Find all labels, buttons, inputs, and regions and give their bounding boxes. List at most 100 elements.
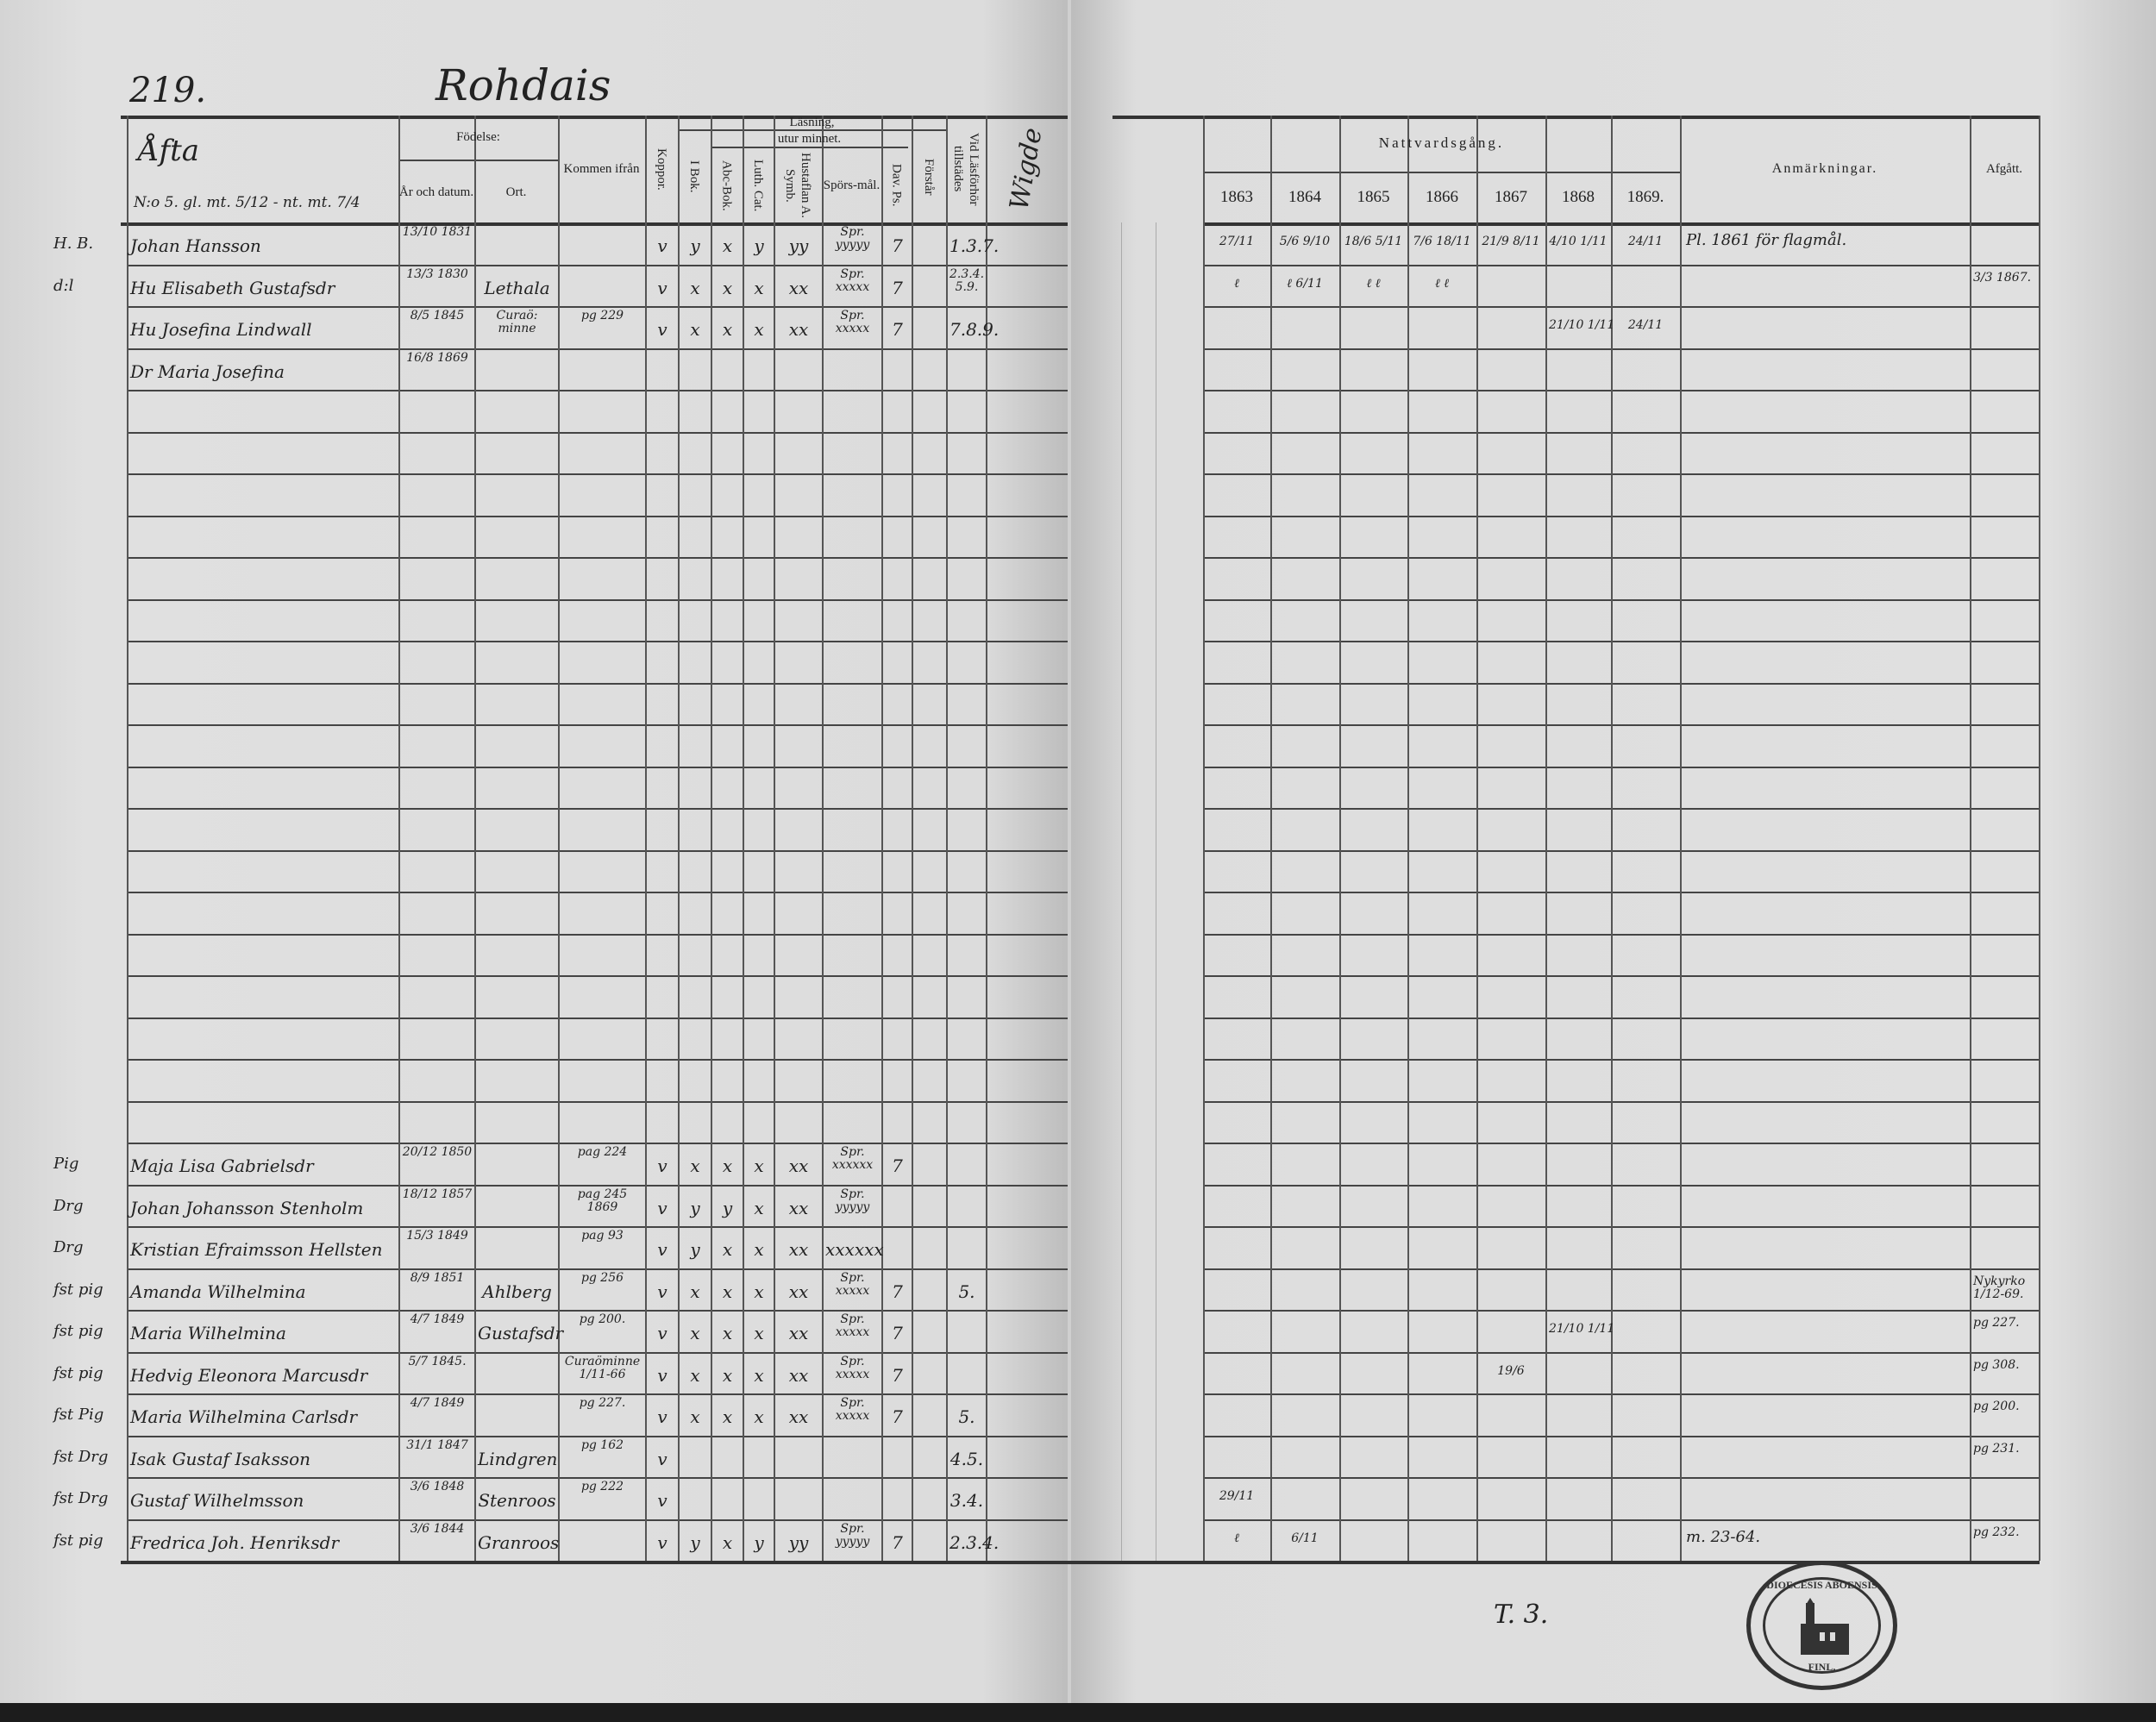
communion-cell: 4/10 1/11 <box>1549 235 1608 248</box>
ar-datum-header: År och datum. <box>398 185 474 199</box>
afgatt-cell: pg 231. <box>1973 1441 2020 1456</box>
name-cell: Kristian Efraimsson Hellsten <box>130 1239 383 1260</box>
from-cell: pag 93 <box>581 1229 624 1243</box>
i-bok-cell: y <box>690 1239 700 1260</box>
i-bok-cell: x <box>690 319 700 340</box>
lasning-header: Läsning, <box>789 116 835 129</box>
luth-header-label: Luth. Cat. <box>751 159 765 212</box>
row-rule <box>127 473 1068 475</box>
luth-cell: x <box>754 319 764 340</box>
name-cell: Fredrica Joh. Henriksdr <box>130 1531 340 1553</box>
hust-cell: xx <box>788 277 809 298</box>
row-rule <box>1203 1100 2040 1103</box>
row-rule <box>127 1017 1068 1019</box>
row-margin-note: fst Drg <box>53 1489 109 1507</box>
row-rule <box>127 766 1068 768</box>
row-rule <box>1203 1017 2040 1019</box>
koppor-cell: v <box>657 319 667 340</box>
name-cell: Hu Elisabeth Gustafsdr <box>130 277 335 298</box>
birth-date-cell: 8/9 1851 <box>410 1270 465 1285</box>
vid-header-label: Vid Läsförhör tillstädes <box>951 132 981 206</box>
dav-cell: 7 <box>892 1323 903 1343</box>
forstar-header-label: Förstår <box>922 158 936 196</box>
from-cell: pg 200. <box>579 1312 626 1326</box>
fodelse-header: Födelse: <box>456 130 500 144</box>
spors-cell: Spr. xxxxx <box>835 1396 870 1424</box>
communion-cell: 21/10 1/11 <box>1549 1322 1615 1336</box>
luth-cell: x <box>754 1364 764 1386</box>
abc-cell: x <box>722 1323 733 1343</box>
abc-cell: x <box>722 1364 733 1386</box>
i-bok-cell: x <box>690 277 700 298</box>
column-line <box>1545 116 1547 1561</box>
birth-date-cell: 4/7 1849 <box>410 1396 465 1410</box>
remark-cell: Pl. 1861 för flagmål. <box>1686 231 1847 249</box>
row-rule <box>127 1518 1068 1521</box>
row-rule <box>127 1351 1068 1354</box>
spors-header: Spörs-mål. <box>822 148 881 222</box>
i-bok-cell: x <box>690 1323 700 1343</box>
afta-header: Åfta <box>138 133 200 168</box>
parish-title: Rohdais <box>436 60 611 110</box>
row-rule <box>127 975 1068 977</box>
name-cell: Dr Maria Josefina <box>130 360 285 382</box>
column-line <box>774 116 775 1561</box>
column-line <box>1476 116 1478 1561</box>
row-rule <box>1203 1518 2040 1521</box>
row-rule <box>1203 1351 2040 1354</box>
column-line <box>398 116 400 1561</box>
dav-cell: 7 <box>892 1406 903 1427</box>
birth-date-cell: 5/7 1845. <box>408 1354 467 1368</box>
row-rule <box>1203 892 2040 893</box>
dav-cell: 7 <box>892 319 903 340</box>
spors-cell: Spr. xxxxx <box>835 309 870 336</box>
koppor-cell: v <box>657 277 667 298</box>
row-rule <box>1203 431 2040 434</box>
row-rule <box>1203 1435 2040 1437</box>
column-line <box>1270 116 1272 1561</box>
from-cell: pg 227. <box>579 1396 626 1410</box>
abc-cell: x <box>722 319 733 340</box>
communion-cell: 7/6 18/11 <box>1413 235 1471 248</box>
row-rule <box>127 1143 1068 1144</box>
row-margin-note: Drg <box>53 1238 84 1256</box>
communion-cell: 6/11 <box>1291 1531 1319 1545</box>
name-cell: Amanda Wilhelmina <box>130 1281 306 1302</box>
row-rule <box>127 515 1068 517</box>
spors-cell: Spr. yyyyy <box>835 225 870 253</box>
row-rule <box>1203 306 2040 308</box>
from-cell: pg 222 <box>580 1480 624 1493</box>
name-cell: Johan Johansson Stenholm <box>130 1197 364 1218</box>
birth-date-cell: 18/12 1857 <box>402 1187 473 1201</box>
afgatt-header: Afgått. <box>1985 162 2023 176</box>
table-bottom-rule <box>121 1561 2040 1564</box>
hust-cell: xx <box>788 1239 809 1260</box>
column-line <box>912 116 913 1561</box>
column-line <box>645 116 647 1561</box>
birth-place-cell: Lethala <box>484 277 550 298</box>
dav-cell: 7 <box>892 1155 903 1176</box>
koppor-cell: v <box>657 1281 667 1302</box>
row-rule <box>127 933 1068 936</box>
from-cell: pg 162 <box>580 1437 624 1452</box>
row-margin-note: fst pig <box>53 1280 103 1299</box>
row-rule <box>127 264 1068 266</box>
row-rule <box>1203 264 2040 266</box>
year-header: 1868 <box>1562 187 1595 206</box>
communion-cell: ℓ ℓ <box>1366 276 1381 291</box>
forstar-header: Förstår <box>912 131 946 222</box>
from-cell: Curaöminne 1/11-66 <box>564 1354 641 1381</box>
vid-cell: 2.3.4. 5.9. <box>950 266 985 294</box>
row-rule <box>127 1184 1068 1187</box>
vid-cell: 4.5. <box>950 1448 984 1469</box>
column-line <box>1407 116 1409 1561</box>
birth-place-cell: Ahlberg <box>482 1281 552 1302</box>
birth-date-cell: 13/10 1831 <box>402 225 473 239</box>
row-rule <box>127 1268 1068 1270</box>
row-rule <box>1203 808 2040 810</box>
koppor-cell: v <box>657 1531 667 1553</box>
i_bok-header: I Bok. <box>678 131 711 222</box>
header-bottom-rule <box>1203 222 2040 226</box>
row-rule <box>127 598 1068 601</box>
row-rule <box>1203 557 2040 559</box>
